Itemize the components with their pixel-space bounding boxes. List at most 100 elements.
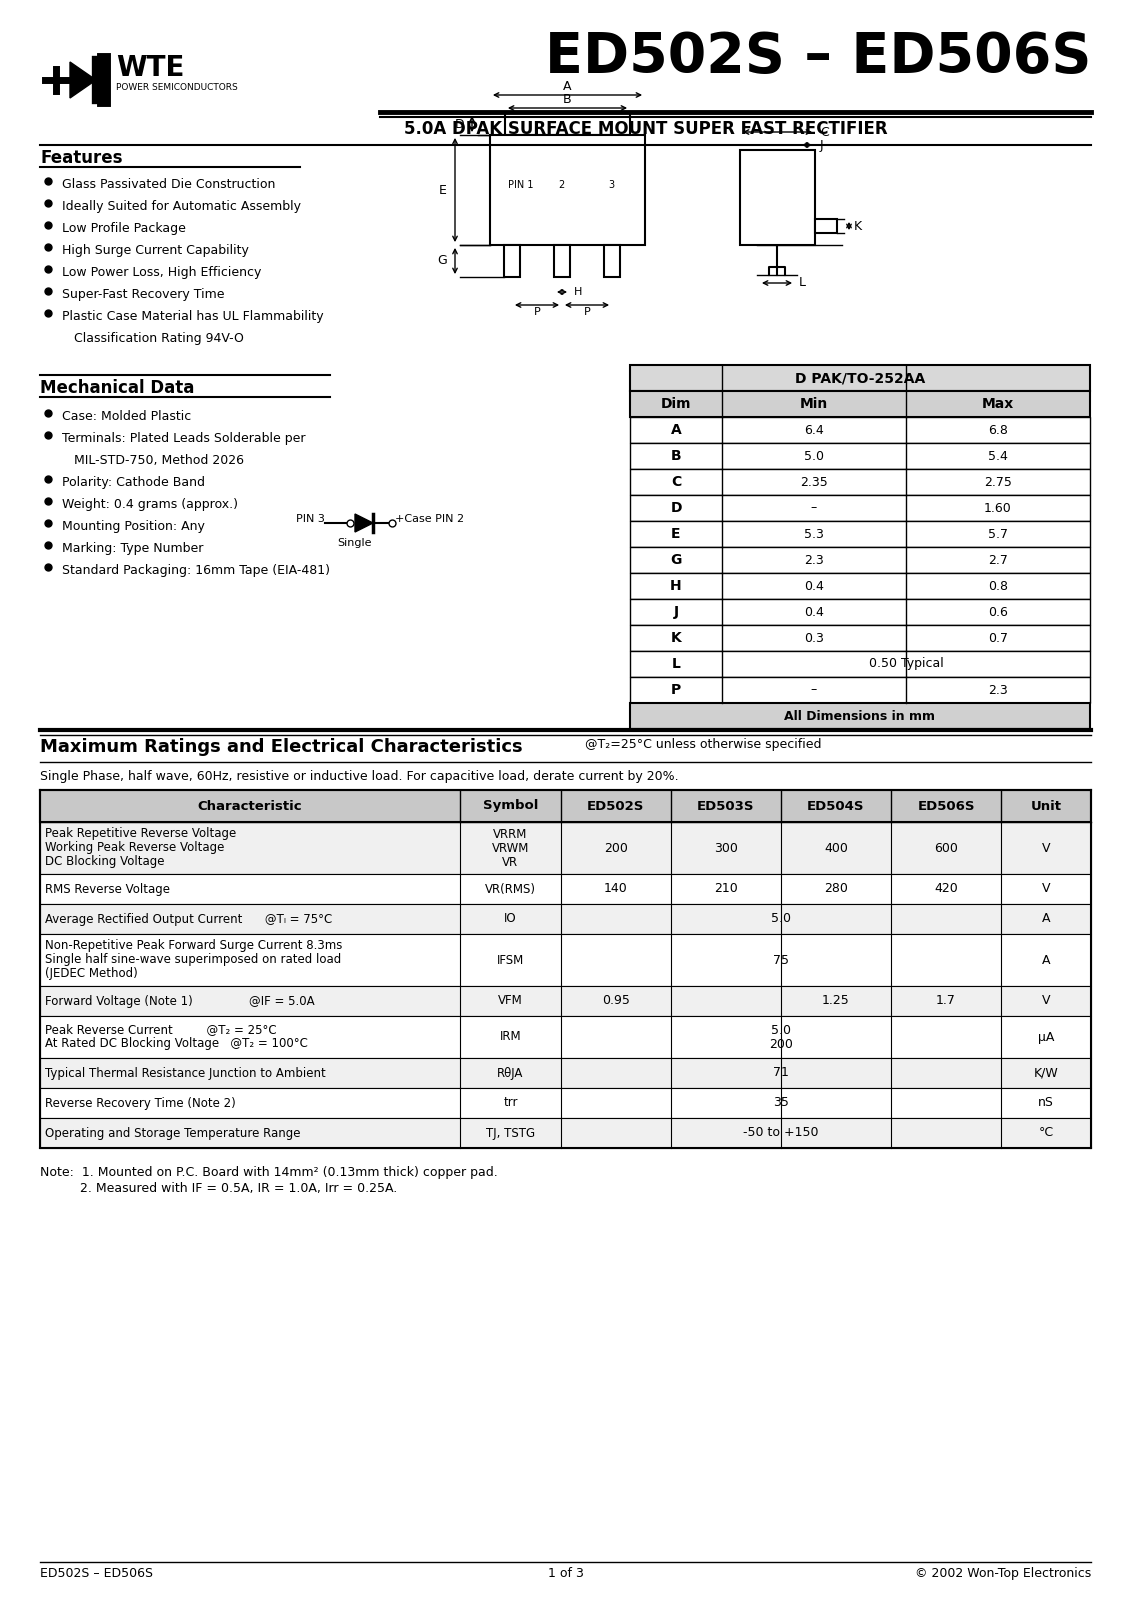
Text: MIL-STD-750, Method 2026: MIL-STD-750, Method 2026 [62, 454, 244, 467]
Text: A: A [1042, 954, 1051, 966]
Text: 280: 280 [824, 883, 848, 896]
Text: RMS Reverse Voltage: RMS Reverse Voltage [45, 883, 170, 896]
Text: Forward Voltage (Note 1)               @IF = 5.0A: Forward Voltage (Note 1) @IF = 5.0A [45, 995, 314, 1008]
Text: VRRM: VRRM [493, 827, 528, 840]
Text: 200: 200 [769, 1037, 793, 1051]
Bar [40, 790, 1091, 822]
Text: POWER SEMICONDUCTORS: POWER SEMICONDUCTORS [116, 83, 238, 93]
Text: Characteristic: Characteristic [198, 800, 302, 813]
Text: 6.4: 6.4 [804, 424, 823, 437]
Bar [630, 443, 1090, 469]
Text: 5.4: 5.4 [988, 450, 1008, 462]
Text: 35: 35 [772, 1096, 788, 1109]
Text: J: J [820, 139, 823, 152]
Text: ED502S – ED506S: ED502S – ED506S [545, 30, 1091, 83]
Text: +Case PIN 2: +Case PIN 2 [395, 514, 464, 525]
Text: G: G [438, 254, 447, 267]
Text: μA: μA [1038, 1030, 1054, 1043]
Text: Single half sine-wave superimposed on rated load: Single half sine-wave superimposed on ra… [45, 954, 342, 966]
Bar [630, 390, 1090, 418]
Text: Super-Fast Recovery Time: Super-Fast Recovery Time [62, 288, 224, 301]
Text: J: J [673, 605, 679, 619]
Bar [40, 934, 1091, 986]
Bar [40, 1088, 1091, 1118]
Bar [630, 677, 1090, 702]
Text: G: G [671, 554, 682, 566]
Text: Mechanical Data: Mechanical Data [40, 379, 195, 397]
Text: E: E [439, 184, 447, 197]
Text: ED502S: ED502S [587, 800, 645, 813]
Text: RθJA: RθJA [498, 1067, 524, 1080]
Bar [630, 522, 1090, 547]
Text: 300: 300 [714, 842, 737, 854]
Bar [40, 1058, 1091, 1088]
Text: Reverse Recovery Time (Note 2): Reverse Recovery Time (Note 2) [45, 1096, 235, 1109]
Text: Glass Passivated Die Construction: Glass Passivated Die Construction [62, 178, 275, 190]
Text: Peak Reverse Current         @T₂ = 25°C: Peak Reverse Current @T₂ = 25°C [45, 1024, 277, 1037]
Text: B: B [671, 450, 681, 462]
Bar [630, 418, 1090, 443]
Text: Symbol: Symbol [483, 800, 538, 813]
Text: Terminals: Plated Leads Solderable per: Terminals: Plated Leads Solderable per [62, 432, 305, 445]
Text: D: D [455, 117, 464, 131]
Text: A: A [671, 422, 681, 437]
Bar [630, 573, 1090, 598]
Text: V: V [1042, 995, 1051, 1008]
Text: Classification Rating 94V-O: Classification Rating 94V-O [62, 333, 244, 346]
Text: 210: 210 [714, 883, 737, 896]
Text: trr: trr [503, 1096, 518, 1109]
Text: Features: Features [40, 149, 122, 166]
Bar [630, 702, 1090, 730]
Text: (JEDEC Method): (JEDEC Method) [45, 968, 138, 981]
Text: D PAK/TO-252AA: D PAK/TO-252AA [795, 371, 925, 386]
Text: 1.25: 1.25 [822, 995, 849, 1008]
Text: P: P [584, 307, 590, 317]
Text: 1.60: 1.60 [984, 501, 1012, 515]
Bar [630, 365, 1090, 390]
Text: Plastic Case Material has UL Flammability: Plastic Case Material has UL Flammabilit… [62, 310, 323, 323]
Text: IO: IO [504, 912, 517, 925]
Text: –: – [811, 683, 817, 696]
Text: 600: 600 [934, 842, 958, 854]
Bar [40, 1118, 1091, 1149]
Text: Case: Molded Plastic: Case: Molded Plastic [62, 410, 191, 422]
Text: VR: VR [502, 856, 518, 869]
Text: Working Peak Reverse Voltage: Working Peak Reverse Voltage [45, 842, 224, 854]
Text: Non-Repetitive Peak Forward Surge Current 8.3ms: Non-Repetitive Peak Forward Surge Curren… [45, 939, 343, 952]
Text: WTE: WTE [116, 54, 184, 82]
Text: V: V [1042, 883, 1051, 896]
Text: 5.0: 5.0 [771, 1024, 791, 1037]
Text: Max: Max [982, 397, 1015, 411]
Text: ED504S: ED504S [808, 800, 865, 813]
Text: V: V [1042, 842, 1051, 854]
Bar [740, 150, 815, 245]
Bar [554, 245, 570, 277]
Text: 0.8: 0.8 [988, 579, 1008, 592]
Text: 2.75: 2.75 [984, 475, 1012, 488]
Bar [40, 874, 1091, 904]
Bar [490, 134, 645, 245]
Text: 420: 420 [934, 883, 958, 896]
Text: K: K [854, 219, 862, 232]
Bar [40, 904, 1091, 934]
Polygon shape [70, 62, 96, 98]
Text: 5.7: 5.7 [988, 528, 1008, 541]
Bar [506, 114, 630, 134]
Text: P: P [534, 307, 541, 317]
Text: 2.3: 2.3 [804, 554, 823, 566]
Bar [504, 245, 520, 277]
Text: 2.7: 2.7 [988, 554, 1008, 566]
Text: 5.3: 5.3 [804, 528, 824, 541]
Text: TJ, TSTG: TJ, TSTG [486, 1126, 535, 1139]
Text: Low Power Loss, High Efficiency: Low Power Loss, High Efficiency [62, 266, 261, 278]
Text: Unit: Unit [1030, 800, 1062, 813]
Text: E: E [672, 526, 681, 541]
Text: DC Blocking Voltage: DC Blocking Voltage [45, 856, 164, 869]
Bar [630, 547, 1090, 573]
Text: 400: 400 [824, 842, 848, 854]
Text: 2.35: 2.35 [800, 475, 828, 488]
Text: 0.95: 0.95 [602, 995, 630, 1008]
Text: 5.0: 5.0 [771, 912, 791, 925]
Text: Polarity: Cathode Band: Polarity: Cathode Band [62, 477, 205, 490]
Text: L: L [672, 658, 681, 670]
